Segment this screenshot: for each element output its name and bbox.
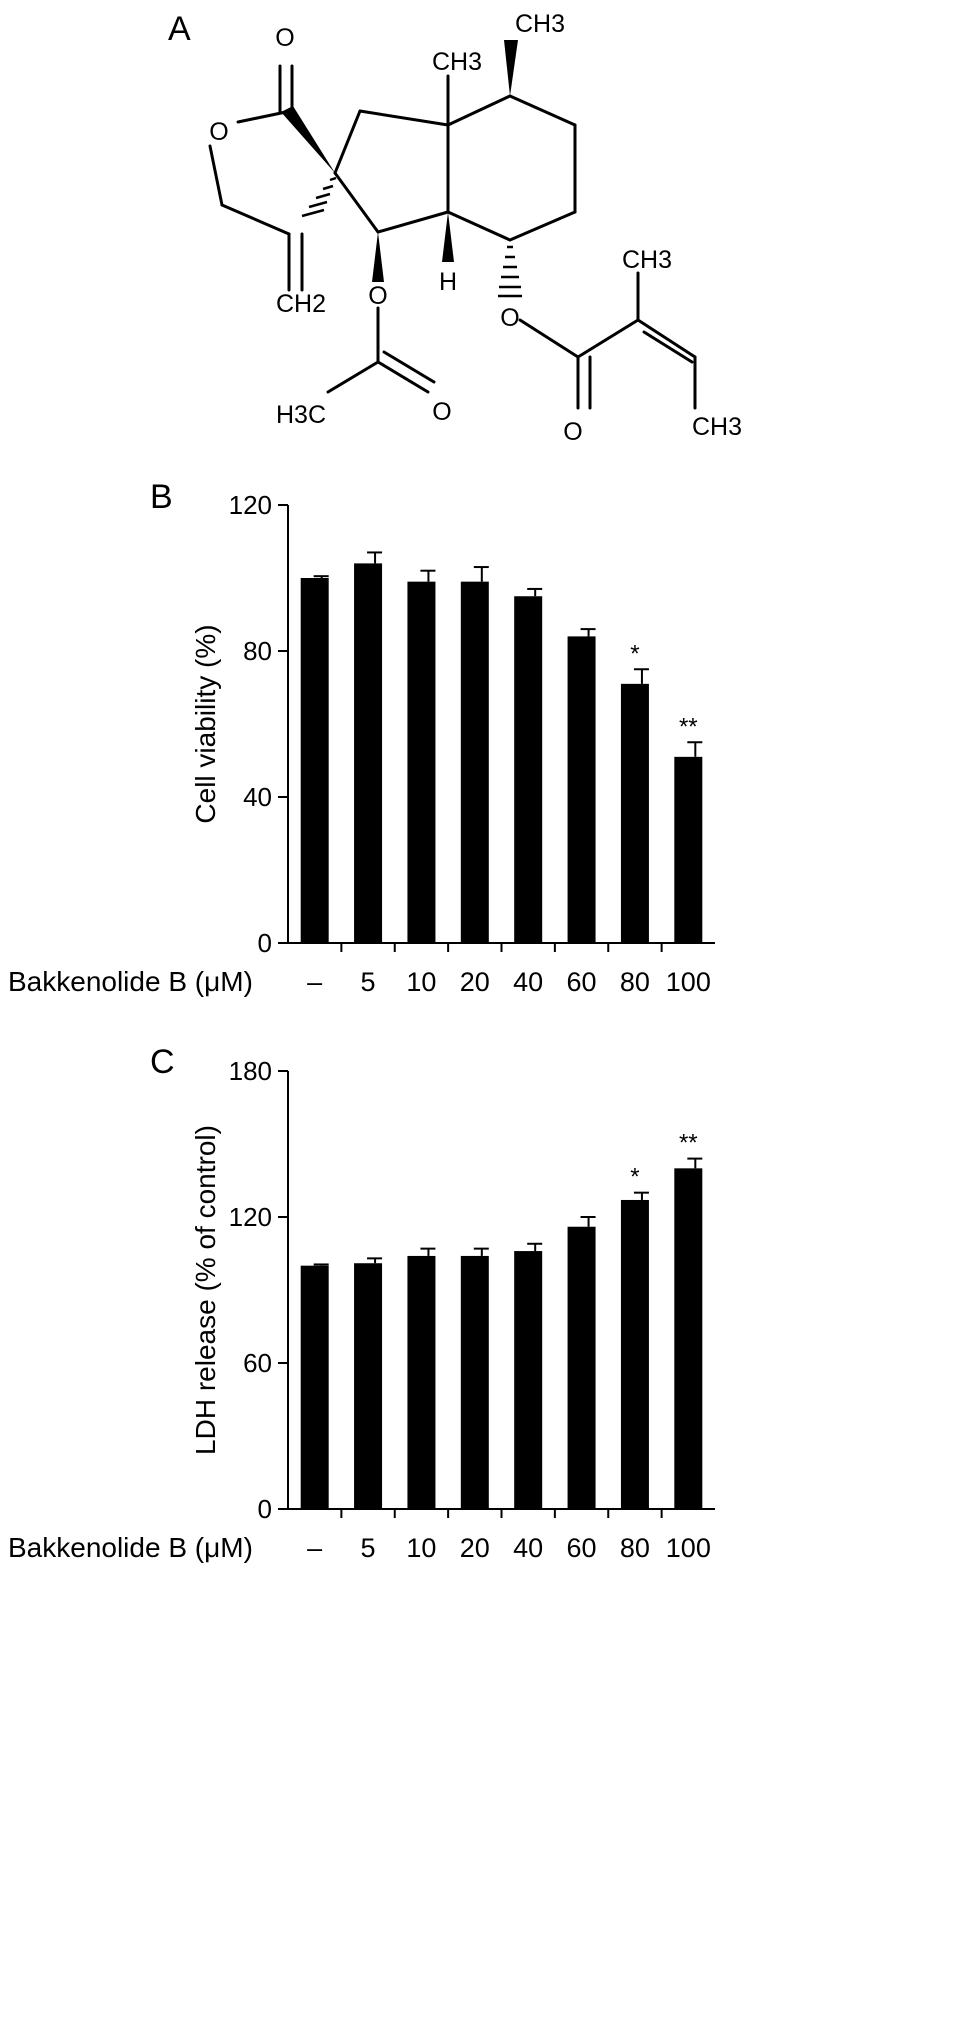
bar: [514, 1251, 543, 1509]
y-tick-label: 40: [243, 782, 272, 812]
bar: [460, 1255, 489, 1509]
atom-o-acetyl: O: [432, 398, 451, 426]
x-category-label: 20: [460, 967, 490, 997]
y-tick-label: 0: [258, 1494, 272, 1524]
x-category-label: 5: [361, 1533, 376, 1563]
structure-atoms: O O CH3 CH3 CH2 O H O CH3 H3C O O CH3: [209, 10, 742, 446]
bar: [354, 1263, 383, 1509]
x-category-label: 100: [666, 967, 711, 997]
x-category-label: 60: [567, 967, 597, 997]
chart-c-x-axis-title: Bakkenolide B (μM): [8, 1532, 253, 1563]
significance-marker: **: [679, 713, 698, 740]
x-category-label: 5: [361, 967, 376, 997]
chart-c-x-ticks: [340, 1509, 663, 1518]
y-tick-label: 120: [229, 490, 272, 520]
x-category-label: 80: [620, 967, 650, 997]
y-tick-label: 120: [229, 1202, 272, 1232]
atom-o-carbonyl: O: [275, 24, 294, 52]
bar: [567, 1226, 596, 1509]
bar: [300, 578, 329, 943]
atom-h3c-acetyl: H3C: [276, 401, 326, 429]
x-category-label: 10: [406, 1533, 436, 1563]
significance-marker: **: [679, 1130, 698, 1157]
x-category-label: 10: [406, 967, 436, 997]
atom-ch3-angular: CH3: [432, 48, 482, 76]
chart-c-error-bars: [313, 1157, 703, 1266]
chart-c-significance: ***: [630, 1130, 697, 1191]
chart-c-y-ticks: 0 60 120 180: [229, 1056, 288, 1524]
x-category-label: 40: [513, 967, 543, 997]
panel-a-structure: A: [168, 10, 742, 446]
x-category-label: 40: [513, 1533, 543, 1563]
bar: [620, 1199, 649, 1509]
atom-o-ester: O: [500, 304, 519, 332]
chart-b-significance: ***: [630, 640, 697, 740]
chart-c-bars: [300, 1168, 703, 1509]
atom-o-ring: O: [209, 118, 228, 146]
chart-c-x-categories: – 5 10 20 40 60 80 100: [307, 1533, 711, 1563]
atom-ch3-top-right: CH3: [515, 10, 565, 38]
panel-letter-b: B: [150, 478, 173, 516]
bar: [407, 1255, 436, 1509]
bar: [300, 1265, 329, 1509]
x-category-label: 60: [567, 1533, 597, 1563]
chart-b-axes: [287, 505, 715, 944]
x-category-label: –: [307, 1533, 322, 1563]
chart-b-x-ticks: [340, 943, 663, 952]
chart-b-bars: [300, 563, 703, 943]
chart-b-error-bars: [313, 551, 703, 757]
bar: [620, 683, 649, 943]
structure-hashes: [301, 176, 522, 298]
bar: [674, 756, 703, 943]
structure-wedges: [281, 40, 518, 282]
bar: [460, 581, 489, 943]
atom-o-acetoxy: O: [368, 282, 387, 310]
chart-b-y-ticks: 0 40 80 120: [229, 490, 288, 958]
x-category-label: –: [307, 967, 322, 997]
panel-letter-c: C: [150, 1043, 175, 1081]
x-category-label: 100: [666, 1533, 711, 1563]
bar: [514, 596, 543, 943]
atom-ch3-angelate: CH3: [622, 246, 672, 274]
significance-marker: *: [630, 640, 639, 667]
y-tick-label: 180: [229, 1056, 272, 1086]
chart-b-x-categories: – 5 10 20 40 60 80 100: [307, 967, 711, 997]
y-tick-label: 80: [243, 636, 272, 666]
atom-ch2-methylene: CH2: [276, 290, 326, 318]
bar: [354, 563, 383, 943]
y-tick-label: 0: [258, 928, 272, 958]
significance-marker: *: [630, 1164, 639, 1191]
chart-c-y-axis-title: LDH release (% of control): [190, 1125, 221, 1455]
panel-letter-a: A: [168, 10, 191, 48]
bar: [567, 636, 596, 943]
bar: [674, 1168, 703, 1509]
chart-b-y-axis-title: Cell viability (%): [190, 624, 221, 823]
bar: [407, 581, 436, 943]
atom-ch3-terminal: CH3: [692, 413, 742, 441]
atom-h-ring: H: [439, 268, 457, 296]
x-category-label: 20: [460, 1533, 490, 1563]
x-category-label: 80: [620, 1533, 650, 1563]
chart-c-axes: [287, 1071, 715, 1510]
chart-b-x-axis-title: Bakkenolide B (μM): [8, 966, 253, 997]
y-tick-label: 60: [243, 1348, 272, 1378]
structure-bonds: [208, 64, 697, 410]
atom-o-angelate: O: [563, 418, 582, 446]
